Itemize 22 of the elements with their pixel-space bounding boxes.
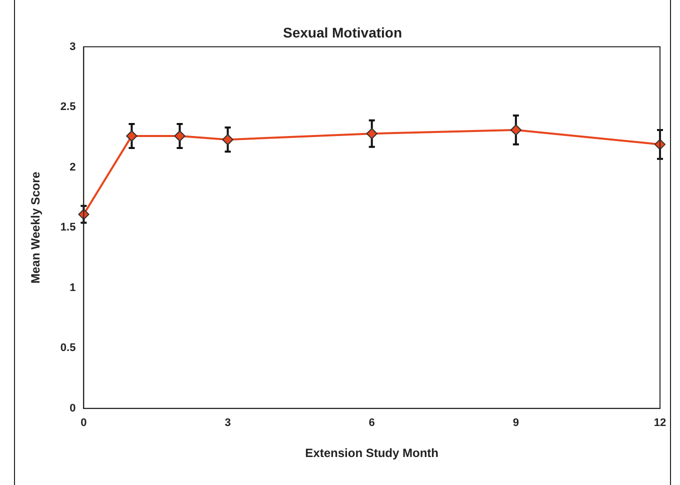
point [366, 128, 378, 140]
y-tick-label: 1.5 [60, 222, 76, 234]
y-tick-label: 1 [70, 282, 76, 294]
point [78, 208, 90, 220]
x-tick-label: 0 [80, 417, 87, 430]
y-axis-title: Mean Weekly Score [28, 171, 43, 284]
x-tick-label: 9 [512, 417, 519, 430]
point [174, 130, 186, 142]
x-tick-label: 3 [224, 417, 231, 430]
y-tick-label: 0.5 [60, 342, 76, 354]
point [510, 124, 522, 136]
point [654, 138, 666, 150]
y-tick-label: 2 [70, 161, 76, 174]
x-axis-title: Extension Study Month [305, 446, 439, 460]
point [222, 134, 234, 146]
y-tick-label: 2.5 [60, 101, 76, 114]
x-tick-label: 12 [654, 417, 666, 430]
chart-title: Sexual Motivation [282, 24, 402, 40]
point [126, 130, 138, 142]
x-tick-label: 6 [368, 417, 375, 430]
y-tick-label: 3 [70, 40, 76, 53]
y-tick-label: 0 [70, 402, 76, 414]
